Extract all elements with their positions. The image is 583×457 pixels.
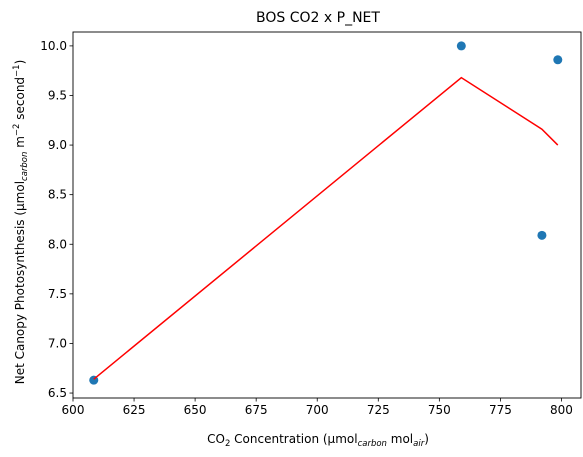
fit-line — [93, 76, 559, 380]
x-tick-label: 650 — [184, 403, 207, 417]
y-tick-label: 6.5 — [48, 386, 67, 400]
x-tick-label: 800 — [550, 403, 573, 417]
y-tick-label: 9.5 — [48, 88, 67, 102]
chart-title: BOS CO2 x P_NET — [256, 10, 380, 26]
x-tick-label: 600 — [62, 403, 85, 417]
y-tick-label: 10.0 — [40, 39, 67, 53]
x-axis-ticks: 600 625 650 675 700 725 750 775 800 — [62, 398, 573, 417]
x-axis-label-sub: 2 — [225, 439, 230, 449]
y-axis-label: Net Canopy Photosynthesis (µmolcarbon m−… — [12, 60, 30, 385]
y-axis-label-part: second — [13, 77, 27, 124]
y-axis-label-sub: carbon — [20, 152, 30, 181]
x-axis-label: CO2 Concentration (µmolcarbon molair) — [207, 432, 429, 449]
y-axis-label-part: m — [13, 136, 27, 152]
y-tick-label: 7.0 — [48, 336, 67, 350]
x-axis-label-sub: carbon — [358, 439, 387, 449]
y-axis-label-part: Net Canopy Photosynthesis (µmol — [13, 181, 27, 384]
x-tick-label: 625 — [123, 403, 146, 417]
x-axis-label-part: CO — [207, 432, 225, 446]
x-axis-label-part: mol — [387, 432, 413, 446]
x-tick-label: 675 — [245, 403, 268, 417]
y-axis-ticks: 6.5 7.0 7.5 8.0 8.5 9.0 9.5 10.0 — [40, 39, 73, 400]
x-tick-label: 725 — [367, 403, 390, 417]
y-axis-label-part: ) — [13, 60, 27, 65]
scatter-point — [553, 55, 563, 65]
scatter-point — [456, 41, 466, 51]
x-axis-label-sub: air — [413, 439, 425, 449]
y-tick-label: 8.5 — [48, 188, 67, 202]
x-tick-label: 775 — [489, 403, 512, 417]
scatter-point — [537, 230, 547, 240]
y-axis-label-sup: −1 — [12, 64, 22, 77]
x-tick-label: 750 — [428, 403, 451, 417]
y-tick-label: 8.0 — [48, 237, 67, 251]
y-axis-label-sup: −2 — [12, 124, 22, 137]
x-axis-label-part: ) — [424, 432, 429, 446]
x-tick-label: 700 — [306, 403, 329, 417]
y-tick-label: 7.5 — [48, 287, 67, 301]
y-tick-label: 9.0 — [48, 138, 67, 152]
plot-frame — [72, 31, 582, 399]
x-axis-label-part: Concentration (µmol — [230, 432, 357, 446]
plot-area — [89, 41, 563, 385]
